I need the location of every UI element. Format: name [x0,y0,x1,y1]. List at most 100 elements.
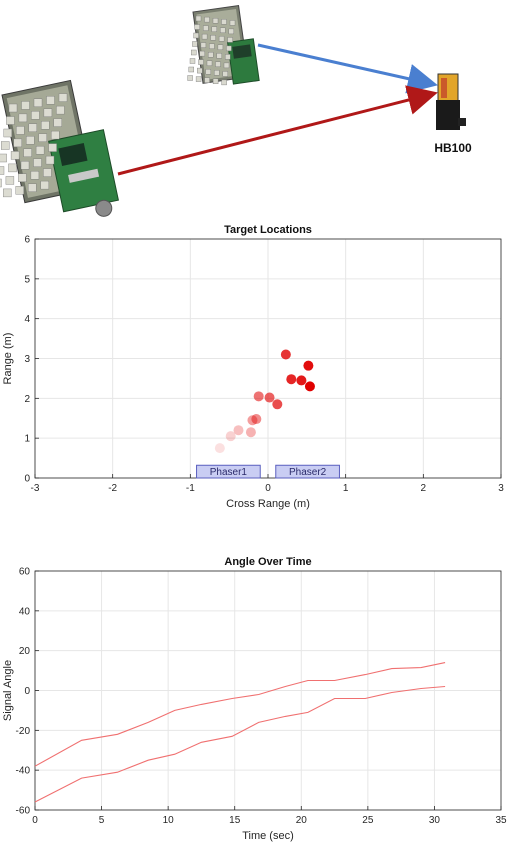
antenna-element [13,138,22,148]
y-tick-label: -20 [16,726,31,737]
x-tick-label: 30 [429,815,441,826]
antenna-element [212,18,219,24]
x-tick-label: 15 [229,815,241,826]
antenna-element [227,37,233,43]
antenna-element [18,113,28,123]
x-tick-label: 20 [296,815,308,826]
y-tick-label: 0 [24,474,30,485]
antenna-element [198,59,204,65]
y-tick-label: 3 [24,354,30,365]
antenna-element [41,120,50,130]
antenna-element [51,130,60,140]
x-axis-label: Cross Range (m) [226,498,310,510]
hb100-label: HB100 [434,141,472,155]
antenna-element [214,70,220,76]
antenna-element [190,49,197,56]
antenna-element [211,26,218,32]
target-point [304,381,315,392]
antenna-element [204,77,210,83]
antenna-element [204,16,210,23]
antenna-element [45,155,55,165]
antenna-element [222,71,229,77]
antenna-element [16,126,25,135]
antenna-element [10,151,20,160]
antenna-element [58,93,68,102]
antenna-element [207,52,214,58]
antenna-element [212,78,219,85]
antenna-element [216,53,222,59]
antenna-element [217,44,224,50]
y-tick-label: 20 [19,646,31,657]
x-tick-label: 0 [32,815,38,826]
y-tick-label: 60 [19,567,31,578]
antenna-element [229,20,236,26]
antenna-element [6,116,15,125]
antenna-element [199,50,205,57]
antenna-element [33,98,43,108]
antenna-element [5,176,15,185]
phaser-label: Phaser1 [210,467,248,478]
phaser-box [196,464,261,479]
target-point [286,374,297,385]
antenna-element [43,108,53,117]
chart-title: Target Locations [224,224,312,236]
y-axis-label: Range (m) [2,333,14,385]
antenna-element [0,178,2,188]
antenna-element [23,148,32,158]
antenna-element [197,67,203,74]
antenna-element [30,170,40,180]
antenna-element [226,45,232,52]
antenna-element [15,186,25,195]
antenna-element [220,27,226,33]
x-tick-label: 2 [421,483,427,494]
y-tick-label: 4 [24,314,30,325]
antenna-element [0,141,10,150]
antenna-element [188,66,195,73]
chart-title: Angle Over Time [224,556,311,568]
target-point [233,425,244,436]
antenna-element [195,76,202,82]
antenna-element [192,41,198,47]
antenna-element [221,19,227,25]
target-point [296,375,307,386]
x-tick-label: 5 [99,815,105,826]
x-tick-label: 10 [163,815,175,826]
y-tick-label: 5 [24,274,30,285]
antenna-element [194,24,201,30]
x-tick-label: -3 [31,483,40,494]
antenna-element [221,79,227,86]
antenna-element [187,75,193,81]
antenna-element [53,118,62,127]
target-point [247,415,258,426]
phaser-box [275,464,340,479]
antenna-element [206,60,213,66]
antenna-element [35,145,45,155]
x-tick-label: 0 [265,483,271,494]
phaser-label: Phaser2 [289,467,327,478]
target-point [245,427,256,438]
antenna-element [203,25,209,31]
y-tick-label: 1 [24,434,30,445]
antenna-array-left [0,93,68,198]
y-tick-label: 6 [24,235,30,246]
x-tick-label: 3 [498,483,504,494]
antenna-element [26,136,35,145]
target-point [280,349,291,360]
angle-over-time-chart: 0 5 10 15 20 25 30 35 -60 -40 -20 0 20 40 60 Angle Over… [2,556,507,842]
target-point [264,392,275,403]
antenna-element [3,188,12,198]
angle-series-line-2 [34,685,446,803]
antenna-element [28,183,37,192]
antenna-element [28,123,37,133]
antenna-element [215,61,221,67]
antenna-element [38,133,47,142]
antenna-element [218,36,225,42]
antenna-element [209,43,215,49]
antenna-element [193,32,199,39]
x-tick-label: 1 [343,483,349,494]
x-axis-label: Time (sec) [242,830,294,842]
antenna-element [0,153,7,163]
x-tick-label: -1 [186,483,195,494]
blue-signal-arrow [257,43,438,94]
antenna-element [210,35,216,41]
